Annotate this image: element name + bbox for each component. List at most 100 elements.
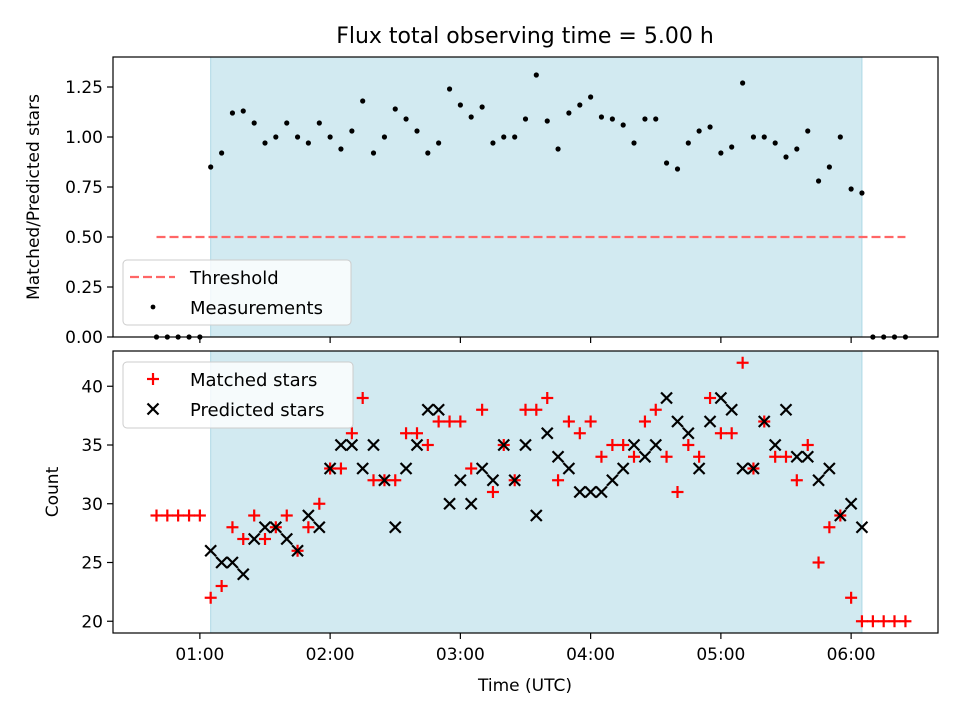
- predicted-star-point: [551, 450, 565, 464]
- matched-star-point: [400, 427, 413, 440]
- matched-star-point: [161, 509, 174, 522]
- measurement-point: [783, 154, 789, 160]
- legend-predicted-label: Predicted stars: [190, 400, 324, 421]
- matched-star-point: [823, 521, 836, 534]
- matched-star-point: [193, 509, 206, 522]
- measurement-point: [674, 166, 681, 172]
- legend-measurements-label: Measurements: [190, 298, 323, 319]
- measurement-point: [826, 164, 832, 170]
- measurement-point: [436, 140, 442, 146]
- predicted-star-point: [562, 462, 576, 475]
- x-stroke-b: [236, 567, 250, 581]
- predicted-star-point: [269, 520, 283, 534]
- measurement-point: [533, 72, 539, 78]
- predicted-star-point: [345, 438, 359, 452]
- measurement-point: [544, 118, 550, 124]
- x-stroke-b: [682, 426, 695, 440]
- bottom-xtick-label: 03:00: [436, 645, 485, 665]
- matched-star-point: [389, 474, 402, 487]
- predicted-star-point: [334, 438, 348, 452]
- x-stroke-b: [269, 520, 283, 534]
- top-ytick-label: 1.25: [65, 78, 103, 98]
- top-plot-frame: [112, 56, 939, 338]
- matched-star-point: [215, 580, 228, 592]
- predicted-star-point: [703, 415, 717, 428]
- matched-star-point: [367, 474, 380, 487]
- matched-star-point: [541, 392, 554, 404]
- measurement-point: [522, 116, 529, 122]
- x-stroke-b: [736, 462, 749, 475]
- x-stroke-b: [649, 438, 663, 452]
- matched-star-point: [584, 415, 597, 428]
- matched-star-point: [172, 509, 185, 522]
- x-stroke-b: [399, 462, 413, 475]
- measurement-point: [403, 116, 409, 122]
- bottom-xtick-label: 06:00: [827, 645, 876, 665]
- matched-star-point: [617, 439, 630, 451]
- predicted-star-point: [649, 438, 663, 452]
- measurement-point: [284, 120, 290, 126]
- measurement-point: [208, 164, 214, 170]
- predicted-star-point: [757, 415, 771, 428]
- predicted-star-point: [584, 485, 597, 499]
- matched-star-point: [595, 450, 608, 463]
- measurement-point: [338, 146, 344, 152]
- top-legend-box: [122, 259, 352, 326]
- x-stroke-b: [573, 485, 587, 499]
- x-stroke-b: [834, 509, 847, 522]
- bottom-ytick-label: 25: [81, 554, 103, 574]
- predicted-star-point: [464, 497, 478, 511]
- bottom-xtick-label: 01:00: [175, 645, 224, 665]
- matched-star-point: [649, 403, 662, 416]
- predicted-star-point: [823, 462, 836, 475]
- x-stroke-b: [410, 438, 424, 452]
- x-stroke-b: [757, 415, 771, 428]
- matched-star-point: [779, 450, 792, 463]
- matched-star-point: [866, 615, 879, 628]
- x-stroke-b: [616, 462, 630, 475]
- matched-star-point: [334, 462, 347, 475]
- matched-star-point: [519, 403, 532, 416]
- predicted-star-point: [844, 497, 858, 511]
- predicted-star-point: [443, 497, 456, 511]
- x-stroke-b: [638, 450, 652, 464]
- predicted-star-point: [399, 462, 413, 475]
- measurement-point: [219, 150, 225, 156]
- chart-title: Flux total observing time = 5.00 h: [336, 24, 714, 49]
- measurement-point: [620, 122, 626, 128]
- predicted-star-point: [671, 415, 684, 428]
- predicted-star-point: [779, 403, 793, 417]
- matched-star-point: [736, 356, 749, 369]
- measurement-point: [848, 186, 854, 192]
- measurement-point: [805, 128, 811, 134]
- predicted-star-point: [834, 509, 847, 522]
- predicted-star-point: [606, 473, 619, 487]
- matched-star-point: [801, 439, 814, 451]
- bottom-ytick-label: 20: [81, 612, 103, 632]
- matched-star-point: [280, 509, 293, 522]
- bottom-plot-frame: [112, 350, 939, 634]
- x-stroke-b: [291, 544, 304, 558]
- matched-star-point: [899, 615, 912, 628]
- measurement-point: [468, 114, 474, 120]
- measurement-point: [240, 108, 246, 114]
- top-ytick-label: 0.75: [65, 178, 103, 198]
- matched-star-point: [248, 509, 261, 522]
- measurement-point: [316, 120, 322, 126]
- predicted-star-point: [215, 556, 228, 569]
- x-stroke-b: [714, 391, 728, 405]
- predicted-star-point: [801, 450, 815, 464]
- top-ytick-label: 0.00: [65, 328, 103, 348]
- measurement-point: [446, 86, 453, 92]
- measurement-point: [761, 134, 767, 140]
- bottom-legend: Matched stars Predicted stars: [122, 361, 354, 429]
- x-stroke-b: [280, 532, 294, 546]
- measurement-point: [392, 106, 398, 112]
- predicted-star-point: [323, 462, 337, 475]
- predicted-star-point: [790, 450, 804, 464]
- predicted-star-point: [768, 438, 782, 452]
- predicted-star-point: [226, 556, 239, 569]
- matched-star-point: [573, 427, 586, 440]
- bottom-ytick-label: 30: [81, 495, 103, 515]
- matched-star-point: [302, 521, 315, 534]
